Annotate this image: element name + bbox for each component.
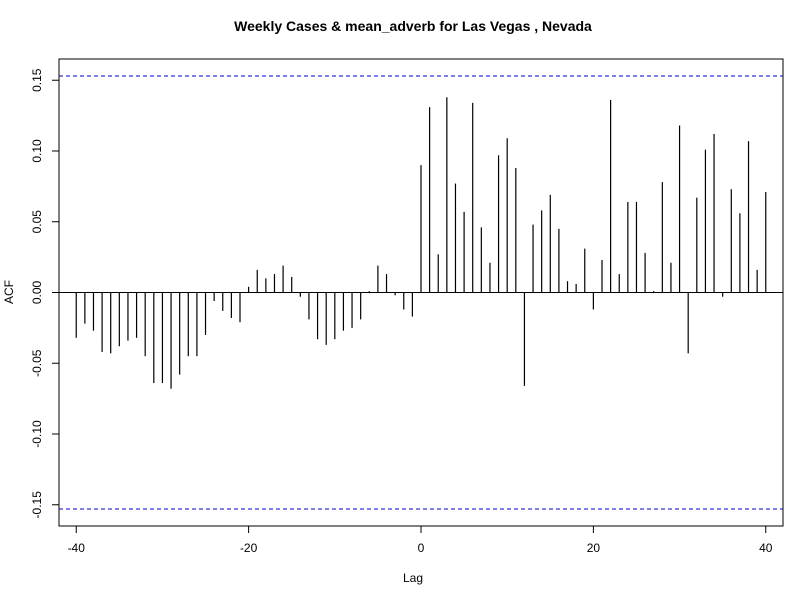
x-tick-label: -40 xyxy=(68,541,86,555)
y-tick-label: 0.10 xyxy=(30,139,44,163)
x-axis: -40 -20 0 20 40 xyxy=(68,525,773,555)
y-tick-label: -0.05 xyxy=(30,349,44,377)
acf-bars xyxy=(75,97,767,389)
x-tick-label: -20 xyxy=(240,541,258,555)
y-tick-label: -0.10 xyxy=(30,420,44,448)
y-axis-label: ACF xyxy=(2,280,16,304)
y-tick-label: 0.05 xyxy=(30,210,44,234)
y-tick-label: -0.15 xyxy=(30,491,44,519)
y-tick-label: 0.15 xyxy=(30,68,44,92)
x-tick-label: 20 xyxy=(587,541,601,555)
confidence-lines xyxy=(59,75,783,510)
x-tick-label: 0 xyxy=(418,541,425,555)
y-axis: -0.15 -0.10 -0.05 0.00 0.05 0.10 0.15 xyxy=(30,68,60,519)
x-axis-label: Lag xyxy=(403,571,423,585)
chart-title: Weekly Cases & mean_adverb for Las Vegas… xyxy=(234,18,592,34)
y-tick-label: 0.00 xyxy=(30,280,44,304)
x-tick-label: 40 xyxy=(759,541,773,555)
